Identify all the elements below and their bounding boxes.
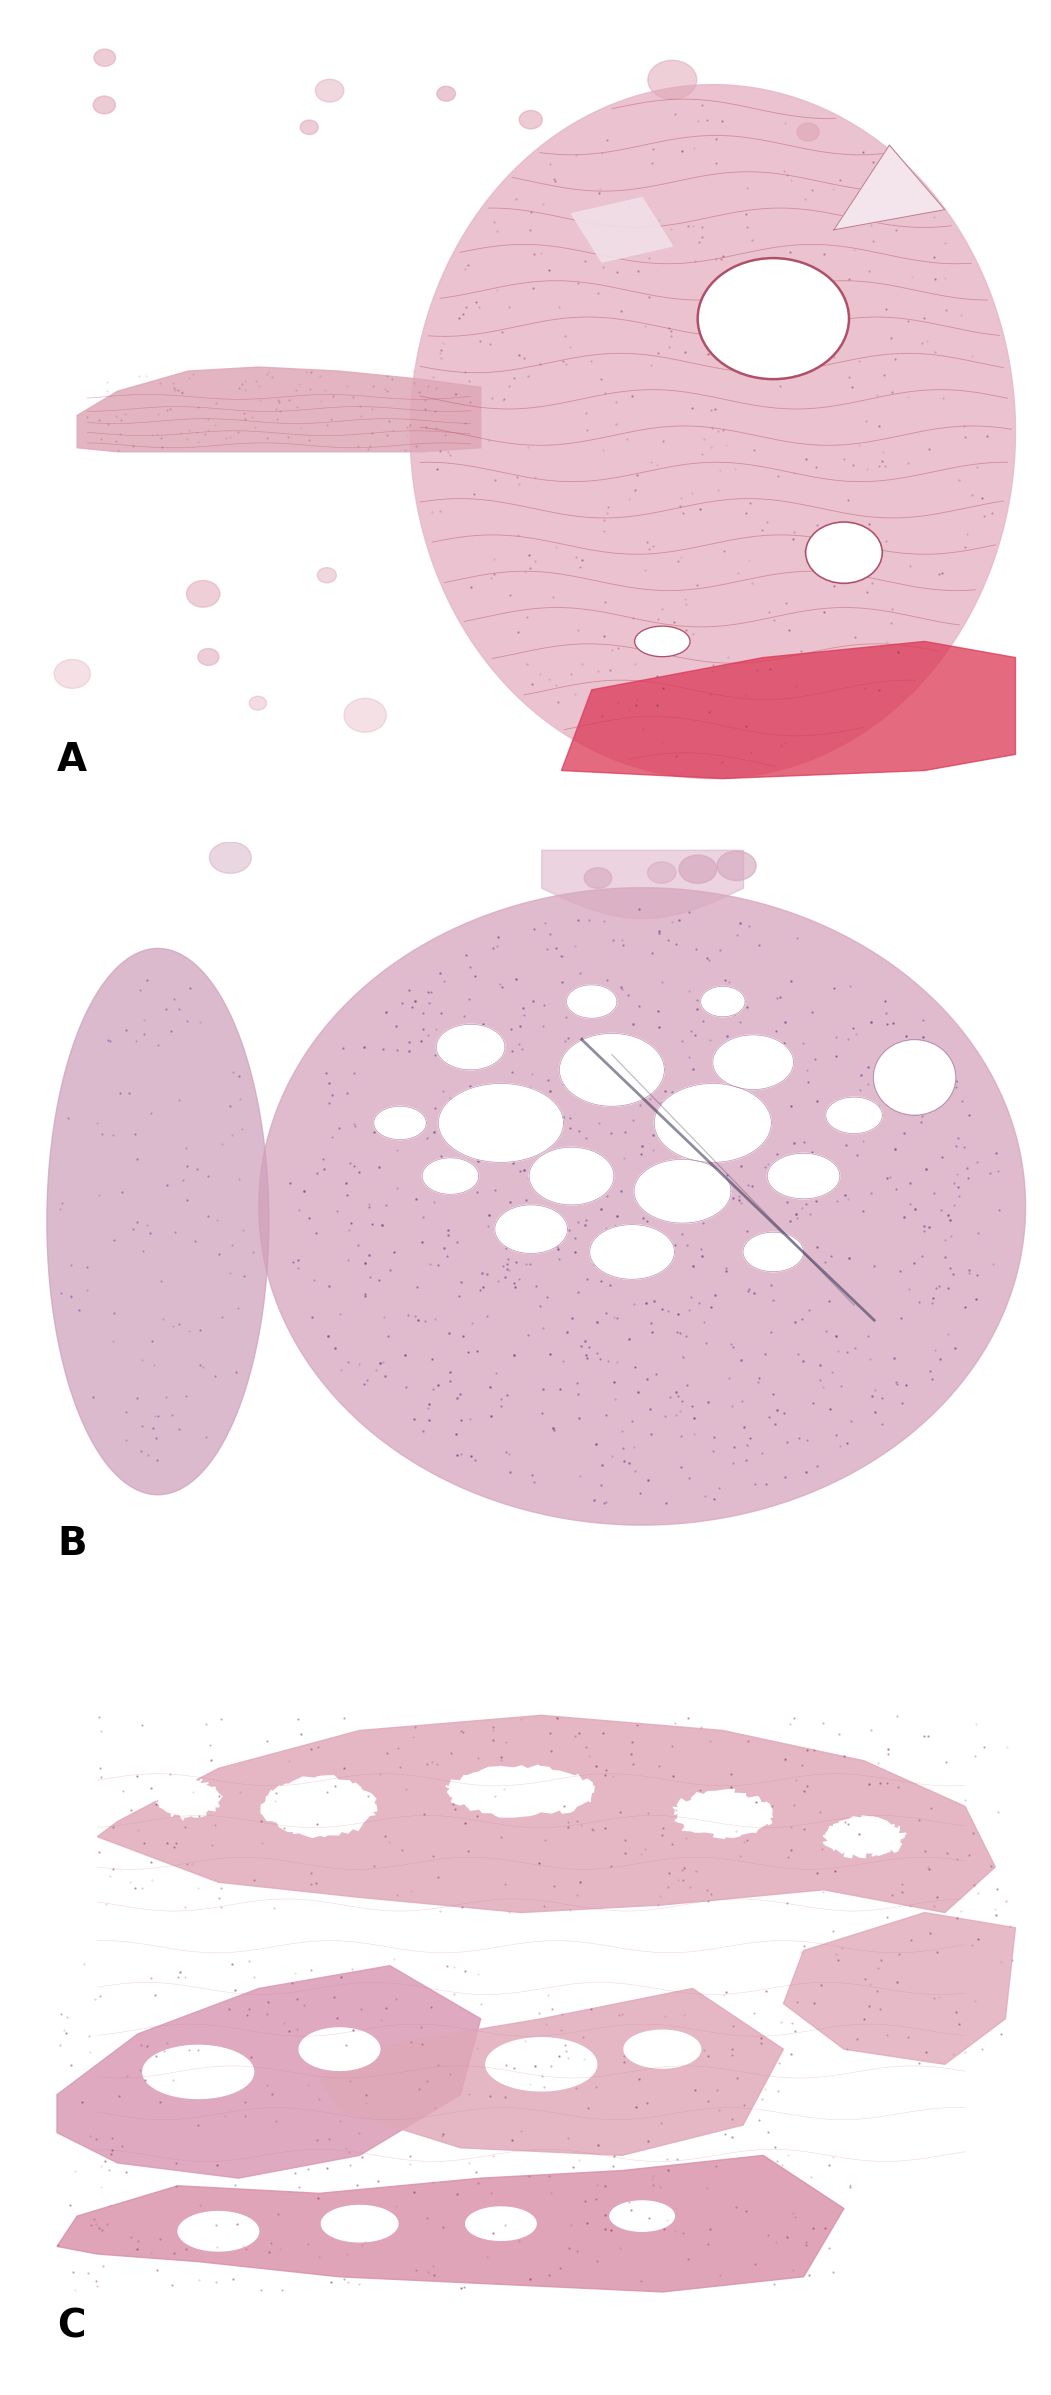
- Polygon shape: [701, 987, 745, 1018]
- Circle shape: [198, 649, 219, 666]
- Polygon shape: [655, 1083, 771, 1162]
- Polygon shape: [261, 1775, 376, 1837]
- Polygon shape: [77, 366, 480, 453]
- Polygon shape: [561, 642, 1015, 778]
- Text: A: A: [57, 740, 87, 778]
- Circle shape: [249, 697, 267, 709]
- Circle shape: [647, 60, 697, 98]
- Text: C: C: [57, 2306, 85, 2345]
- Polygon shape: [767, 1154, 840, 1200]
- Polygon shape: [572, 196, 673, 261]
- Polygon shape: [833, 146, 945, 230]
- Polygon shape: [783, 1914, 1015, 2064]
- Polygon shape: [624, 2031, 701, 2069]
- Polygon shape: [743, 1231, 804, 1272]
- Polygon shape: [634, 1159, 730, 1224]
- Circle shape: [519, 110, 542, 129]
- Polygon shape: [300, 2029, 379, 2069]
- Circle shape: [679, 855, 717, 884]
- Polygon shape: [713, 1035, 794, 1090]
- Ellipse shape: [873, 1039, 956, 1116]
- Polygon shape: [610, 2201, 675, 2232]
- Polygon shape: [566, 984, 617, 1018]
- Polygon shape: [259, 889, 1026, 1526]
- Polygon shape: [410, 84, 1015, 778]
- Polygon shape: [530, 1147, 614, 1205]
- Circle shape: [301, 120, 318, 134]
- Polygon shape: [156, 1777, 222, 1820]
- Circle shape: [55, 659, 90, 687]
- Polygon shape: [320, 1988, 783, 2156]
- Polygon shape: [446, 1765, 594, 1818]
- Circle shape: [317, 568, 336, 582]
- Circle shape: [186, 580, 220, 608]
- Polygon shape: [673, 1789, 772, 1839]
- Polygon shape: [374, 1106, 427, 1140]
- Text: B: B: [57, 1526, 86, 1564]
- Polygon shape: [57, 1966, 480, 2177]
- Circle shape: [209, 843, 251, 874]
- Polygon shape: [98, 1715, 995, 1914]
- Circle shape: [717, 850, 756, 881]
- Polygon shape: [590, 1224, 675, 1279]
- Polygon shape: [826, 1097, 882, 1133]
- Polygon shape: [559, 1032, 664, 1106]
- Polygon shape: [57, 2156, 844, 2292]
- Circle shape: [437, 86, 455, 101]
- Polygon shape: [486, 2038, 597, 2091]
- Polygon shape: [466, 2208, 536, 2239]
- Polygon shape: [423, 1157, 478, 1195]
- Circle shape: [584, 867, 612, 889]
- Circle shape: [797, 122, 819, 141]
- Polygon shape: [179, 2211, 259, 2251]
- Circle shape: [698, 259, 849, 378]
- Polygon shape: [438, 1083, 563, 1162]
- Circle shape: [647, 862, 676, 884]
- Ellipse shape: [635, 625, 691, 656]
- Circle shape: [315, 79, 344, 103]
- Polygon shape: [322, 2206, 398, 2242]
- Polygon shape: [495, 1205, 568, 1253]
- Polygon shape: [823, 1815, 906, 1859]
- Polygon shape: [143, 2045, 253, 2098]
- Circle shape: [806, 522, 882, 584]
- Circle shape: [344, 699, 387, 733]
- Circle shape: [94, 48, 116, 67]
- Circle shape: [94, 96, 116, 115]
- Polygon shape: [436, 1025, 504, 1071]
- Polygon shape: [47, 948, 269, 1494]
